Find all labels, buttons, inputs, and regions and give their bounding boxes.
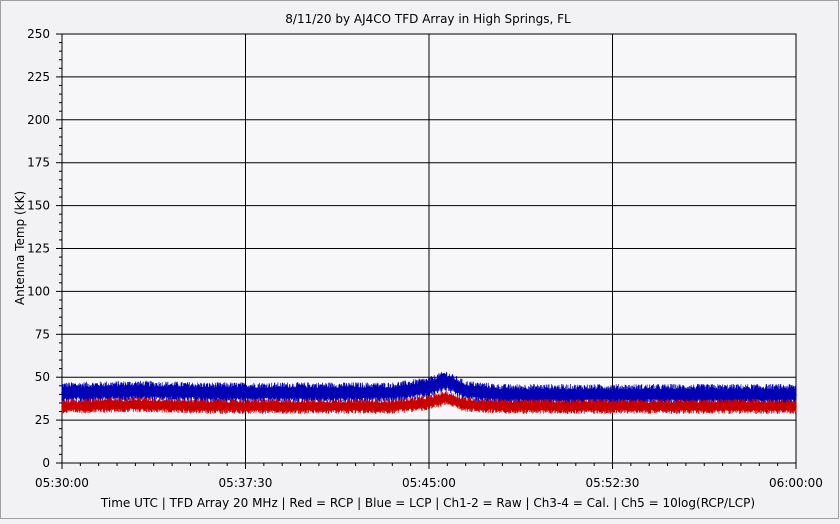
series-2-point — [795, 405, 797, 408]
series-1 — [61, 371, 797, 405]
y-tick-label: 175 — [27, 156, 50, 170]
series-layer — [61, 371, 797, 414]
x-tick-label: 05:30:00 — [35, 476, 89, 490]
x-tick-label: 06:00:00 — [769, 476, 823, 490]
series-1-point — [444, 379, 447, 382]
axis-layer: 0 25 50 75 100 125 150 175 200 225 250 05:30:00 05:3… — [27, 27, 823, 490]
y-tick-label: 125 — [27, 242, 50, 256]
series-2-point — [501, 405, 504, 408]
series-1-point — [428, 386, 430, 389]
series-1-point — [501, 393, 504, 396]
x-tick-label: 05:52:30 — [586, 476, 640, 490]
y-tick-label: 0 — [42, 456, 50, 470]
y-tick-label: 150 — [27, 199, 50, 213]
series-2-point — [208, 405, 210, 408]
series-2-point — [697, 405, 699, 408]
series-2-line — [61, 397, 796, 408]
series-2 — [61, 390, 797, 414]
series-2-point — [305, 405, 308, 408]
y-tick-label: 100 — [27, 284, 50, 298]
y-tick-label: 50 — [35, 370, 50, 384]
series-1-trace — [61, 371, 797, 405]
y-tick-label: 250 — [27, 27, 50, 41]
series-2-point — [599, 405, 602, 408]
series-1-point — [391, 391, 394, 394]
series-2-point — [134, 403, 137, 406]
series-1-line — [61, 379, 796, 396]
y-tick-label: 225 — [27, 70, 50, 84]
series-2-point — [391, 405, 394, 408]
y-tick-label: 25 — [35, 413, 50, 427]
series-1-point — [61, 391, 63, 394]
series-1-point — [795, 393, 797, 396]
chart-footer: Time UTC | TFD Array 20 MHz | Red = RCP … — [100, 496, 755, 510]
series-1-point — [464, 390, 467, 392]
series-1-point — [599, 393, 602, 396]
y-axis-label: Antenna Temp (kK) — [13, 191, 27, 305]
series-2-point — [428, 402, 430, 404]
series-1-point — [208, 391, 210, 394]
chart-title: 8/11/20 by AJ4CO TFD Array in High Sprin… — [285, 12, 571, 26]
series-1-point — [305, 391, 308, 394]
x-tick-label: 05:37:30 — [219, 476, 273, 490]
series-1-point — [134, 390, 137, 392]
series-2-point — [61, 405, 63, 408]
x-tick-label: 05:45:00 — [402, 476, 456, 490]
series-1-point — [697, 393, 699, 396]
y-tick-label: 200 — [27, 113, 50, 127]
y-tick-label: 75 — [35, 327, 50, 341]
series-2-point — [464, 403, 467, 406]
series-2-point — [444, 396, 447, 399]
